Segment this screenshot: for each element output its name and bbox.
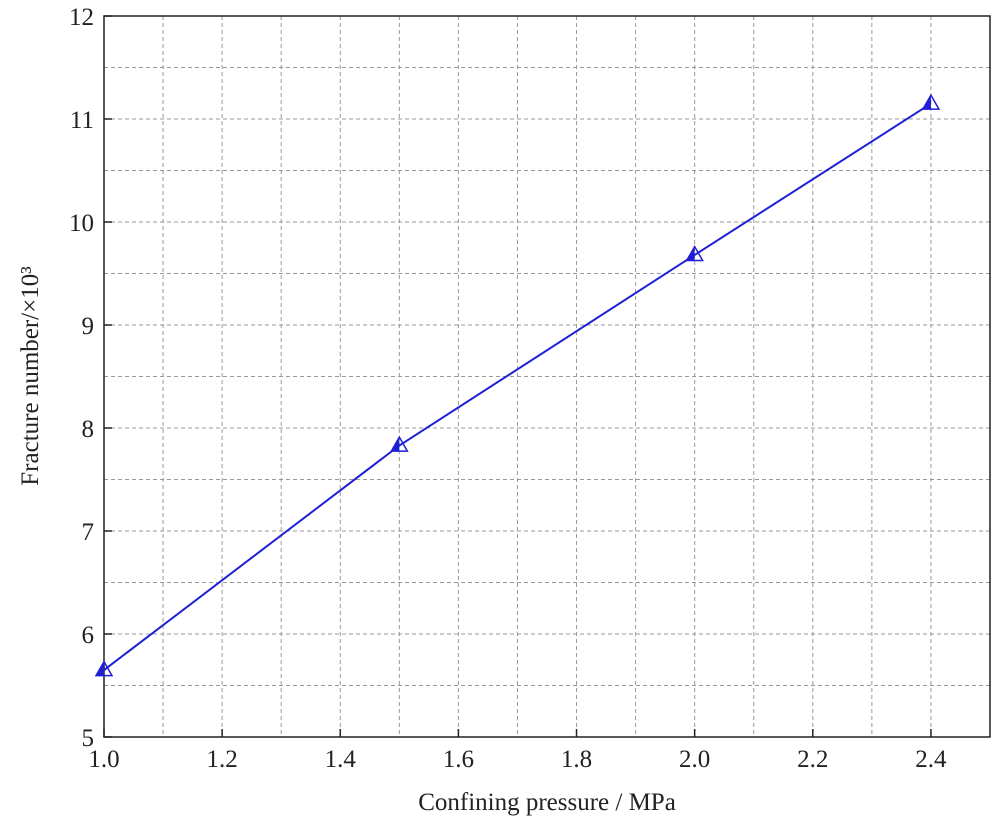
x-tick-label: 2.0 bbox=[679, 746, 710, 773]
x-tick-label: 1.0 bbox=[88, 746, 119, 773]
x-tick-label: 1.6 bbox=[443, 746, 474, 773]
marker bbox=[921, 93, 941, 110]
y-tick-label: 11 bbox=[70, 107, 94, 134]
x-tick-label: 1.2 bbox=[207, 746, 238, 773]
y-tick-label: 7 bbox=[82, 519, 95, 546]
y-tick-label: 10 bbox=[69, 210, 94, 237]
y-axis-label: Fracture number/×10³ bbox=[17, 266, 44, 486]
plot-frame bbox=[103, 15, 991, 738]
x-tick-label: 1.8 bbox=[561, 746, 592, 773]
x-tick-label: 2.4 bbox=[915, 746, 947, 773]
y-tick-label: 9 bbox=[82, 313, 95, 340]
x-axis-label: Confining pressure / MPa bbox=[418, 789, 676, 816]
y-tick-label: 5 bbox=[82, 725, 95, 752]
data-line bbox=[103, 102, 932, 671]
y-tick-label: 12 bbox=[69, 4, 94, 31]
y-tick-label: 8 bbox=[82, 416, 95, 443]
marker bbox=[390, 435, 409, 452]
marker bbox=[685, 245, 704, 262]
y-tick-label: 6 bbox=[82, 622, 95, 649]
x-tick-label: 2.2 bbox=[797, 746, 828, 773]
x-tick-label: 1.4 bbox=[325, 746, 357, 773]
marker bbox=[94, 660, 114, 677]
